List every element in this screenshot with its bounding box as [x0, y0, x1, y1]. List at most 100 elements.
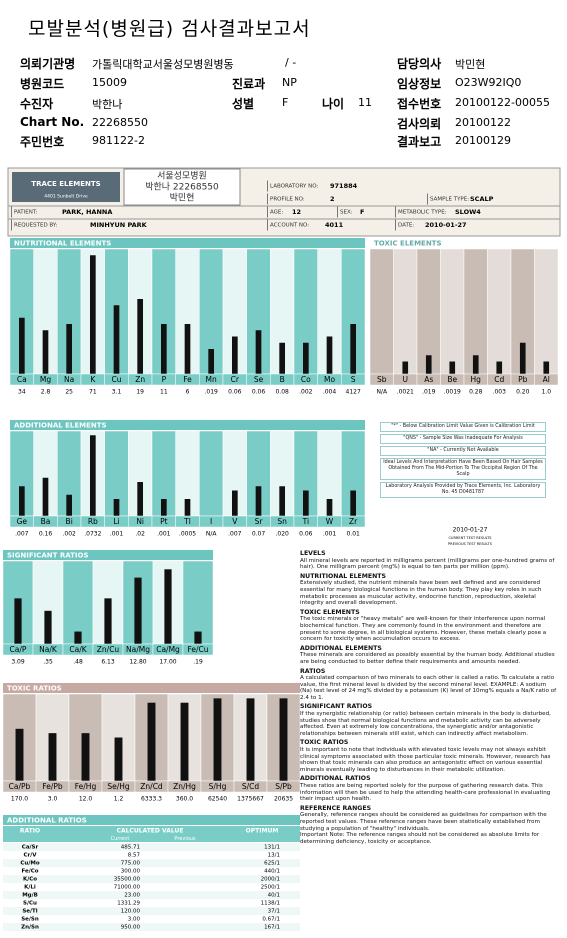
element-label: Cu	[112, 375, 122, 384]
legend-item: Ideal Levels And Interpretation Have Bee…	[380, 458, 546, 480]
column-header: OPTIMUM	[246, 828, 279, 835]
info-value: 20100122-00055	[455, 96, 550, 109]
result-value: 25	[65, 389, 73, 396]
result-value: .003	[493, 389, 507, 396]
table-row	[3, 867, 300, 875]
result-value: .19	[193, 659, 203, 666]
element-label: S/Pb	[275, 782, 292, 791]
result-value: 0.07	[252, 531, 266, 538]
note-heading: TOXIC ELEMENTS	[300, 608, 360, 616]
field-value: F	[360, 208, 364, 216]
ratio-current: 1331.29	[117, 901, 140, 907]
level-bar	[208, 349, 215, 374]
ratio-optimum: 40/1	[268, 893, 280, 899]
result-value: .0005	[179, 531, 196, 538]
level-bar	[48, 733, 57, 781]
result-value: 6.13	[101, 659, 115, 666]
element-label: Li	[113, 517, 119, 526]
level-bar	[44, 610, 52, 644]
result-value: 3.1	[112, 389, 122, 396]
result-value: 17.00	[159, 659, 176, 666]
element-label: Zn/Hg	[173, 782, 196, 791]
legend-box: "*" - Below Calibration Limit Value Give…	[372, 420, 554, 538]
level-bar	[164, 569, 172, 644]
level-bar	[402, 361, 409, 374]
result-value: .019	[204, 389, 218, 396]
result-value: .004	[323, 389, 337, 396]
info-value: F	[282, 96, 289, 109]
column-stripe	[487, 248, 512, 375]
element-label: Na/Mg	[126, 645, 150, 654]
info-label: 나이	[322, 97, 345, 111]
info-value: 가톨릭대학교서울성모병원병동	[92, 58, 234, 71]
element-label: P	[162, 375, 167, 384]
field-box	[395, 206, 396, 218]
ratio-optimum: 13/1	[268, 853, 280, 859]
lab-address: 4401 Sunbelt Drive	[44, 194, 88, 200]
level-bar	[255, 486, 262, 516]
interpretation-notes: LEVELS All mineral levels are reported in…	[300, 548, 558, 934]
element-label: Mo	[324, 375, 335, 384]
level-bar	[350, 324, 357, 374]
level-bar	[66, 494, 73, 516]
element-label: S/Hg	[209, 782, 227, 791]
info-label: 의뢰기관명	[20, 57, 76, 71]
level-bar	[66, 324, 73, 374]
field-value: 2	[330, 195, 335, 203]
ratio-current: 300.00	[121, 869, 141, 875]
level-bar	[137, 299, 144, 374]
info-value: 981122-2	[92, 134, 145, 147]
info-value: / -	[285, 56, 297, 69]
legend-current: CURRENT TEST RESULTS	[448, 536, 492, 540]
element-label: Ca/Mg	[156, 645, 180, 654]
info-label: 주민번호	[20, 135, 65, 149]
table-row	[3, 883, 300, 891]
info-value: 22268550	[92, 116, 148, 129]
element-label: V	[232, 517, 238, 526]
legend-item: "*" - Below Calibration Limit Value Give…	[380, 422, 546, 432]
label-cell	[182, 643, 214, 656]
panel-title: TOXIC RATIOS	[7, 685, 62, 693]
element-label: Zn/Cd	[140, 782, 163, 791]
level-bar	[114, 737, 123, 781]
panel-header	[3, 683, 300, 693]
result-value: .001	[157, 531, 171, 538]
ratio-optimum: 0.67/1	[262, 917, 280, 923]
level-bar	[326, 336, 333, 374]
note-heading: SIGNIFICANT RATIOS	[300, 703, 373, 711]
label-cell	[341, 373, 366, 386]
level-bar	[543, 361, 550, 374]
element-label: Se	[254, 375, 264, 384]
panel-header	[3, 550, 213, 560]
result-value: 6	[186, 389, 190, 396]
panel-header	[10, 420, 365, 430]
ratio-optimum: 2000/1	[261, 877, 280, 883]
ratio-name: K/Co	[23, 877, 37, 883]
table-title: ADDITIONAL RATIOS	[7, 817, 87, 825]
field-box	[337, 206, 338, 218]
element-label: Ca/K	[69, 645, 87, 654]
level-bar	[255, 330, 262, 374]
element-label: Zn/Cu	[97, 645, 120, 654]
level-bar	[279, 698, 288, 781]
element-label: Al	[543, 375, 550, 384]
element-label: Co	[301, 375, 311, 384]
level-bar	[18, 486, 25, 516]
info-label: 수진자	[20, 97, 54, 111]
result-value: .002	[62, 531, 76, 538]
result-value: .007	[15, 531, 29, 538]
info-label: 검사의뢰	[397, 117, 442, 131]
element-label: Zn	[135, 375, 145, 384]
element-label: Tl	[183, 517, 191, 526]
result-value: 3.0	[48, 796, 58, 803]
info-value: O23W92IQ0	[455, 76, 522, 89]
result-value: .001	[110, 531, 124, 538]
field-label: PROFILE NO:	[270, 197, 305, 203]
note-text: These ratios are being reported solely f…	[300, 783, 551, 803]
result-value: .0732	[84, 531, 101, 538]
result-value: 0.06	[299, 531, 313, 538]
result-value: 6333.3	[141, 796, 162, 803]
result-value: 12.80	[129, 659, 146, 666]
result-value: 4127	[346, 389, 361, 396]
